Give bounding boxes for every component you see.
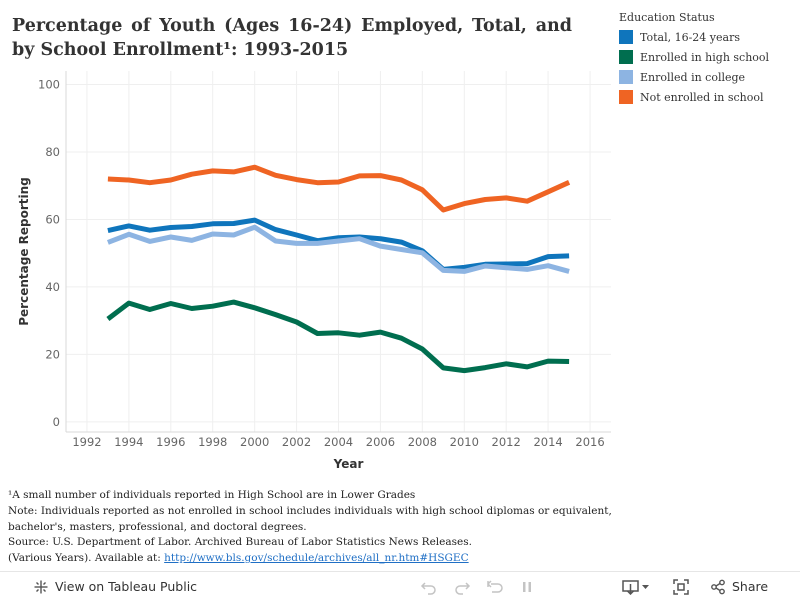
tableau-toolbar: View on Tableau Public <box>0 571 800 601</box>
undo-icon <box>420 581 436 595</box>
source-link[interactable]: http://www.bls.gov/schedule/archives/all… <box>164 552 469 565</box>
redo-icon <box>455 581 471 595</box>
legend: Education Status Total, 16-24 years Enro… <box>619 11 769 107</box>
legend-title: Education Status <box>619 11 715 24</box>
x-tick-label: 2016 <box>575 435 604 449</box>
source-availability: (Various Years). Available at: http://ww… <box>8 551 588 567</box>
download-button[interactable] <box>622 572 652 601</box>
legend-swatch <box>619 50 633 64</box>
view-on-tableau-public-button[interactable]: View on Tableau Public <box>33 572 197 601</box>
legend-item-college[interactable]: Enrolled in college <box>619 67 769 87</box>
x-tick-label: 2002 <box>282 435 311 449</box>
fullscreen-icon <box>673 578 689 595</box>
legend-label: Not enrolled in school <box>640 90 764 104</box>
source-note: Source: U.S. Department of Labor. Archiv… <box>8 536 472 549</box>
share-label: Share <box>732 579 769 594</box>
y-tick-label: 100 <box>38 77 60 91</box>
note-degrees: bachelor's, masters, professional, and d… <box>8 520 307 533</box>
chart-title: Percentage of Youth (Ages 16-24) Employe… <box>12 16 572 60</box>
x-tick-label: 1994 <box>114 435 143 449</box>
tableau-logo-icon <box>34 580 48 593</box>
revert-icon <box>487 579 503 593</box>
x-tick-label: 1998 <box>198 435 227 449</box>
legend-label: Enrolled in college <box>640 70 746 84</box>
legend-swatch <box>619 70 633 84</box>
legend-item-high-school[interactable]: Enrolled in high school <box>619 47 769 67</box>
note-not-enrolled: Note: Individuals reported as not enroll… <box>8 504 612 517</box>
pause-button[interactable] <box>519 572 535 601</box>
legend-item-total[interactable]: Total, 16-24 years <box>619 27 769 47</box>
footnote-lower-grades: ¹A small number of individuals reported … <box>8 489 416 501</box>
line-chart: 1992 1994 1996 1998 2000 2002 2004 2006 2008 2010… <box>17 71 611 471</box>
y-tick-label: 20 <box>45 347 60 361</box>
revert-button[interactable] <box>486 572 504 601</box>
view-on-tableau-label: View on Tableau Public <box>55 579 198 594</box>
fullscreen-button[interactable] <box>673 572 689 601</box>
footnotes: ¹A small number of individuals reported … <box>8 488 612 567</box>
series-line-enrolled-in-college <box>107 224 570 274</box>
download-icon <box>622 579 649 595</box>
x-tick-label: 2010 <box>450 435 479 449</box>
y-axis-title: Percentage Reporting <box>17 177 31 326</box>
x-tick-label: 2000 <box>240 435 269 449</box>
x-tick-label: 2008 <box>408 435 437 449</box>
legend-swatch <box>619 90 633 104</box>
legend-label: Enrolled in high school <box>640 50 770 64</box>
y-tick-label: 0 <box>53 415 60 429</box>
x-tick-label: 2006 <box>366 435 395 449</box>
y-tick-label: 40 <box>45 280 60 294</box>
series-line-not-enrolled-in-school <box>107 164 571 213</box>
y-tick-label: 60 <box>45 212 60 226</box>
share-button[interactable]: Share <box>710 572 768 601</box>
legend-label: Total, 16-24 years <box>640 30 740 44</box>
x-tick-label: 2012 <box>492 435 521 449</box>
share-icon <box>711 579 725 594</box>
legend-swatch <box>619 30 633 44</box>
series-line-enrolled-in-high-school <box>106 299 570 374</box>
legend-item-not-enrolled[interactable]: Not enrolled in school <box>619 87 769 107</box>
pause-icon <box>523 581 531 592</box>
y-tick-label: 80 <box>45 145 60 159</box>
availability-text: (Various Years). Available at: <box>8 552 165 565</box>
x-tick-label: 1996 <box>156 435 185 449</box>
x-tick-label: 1992 <box>72 435 101 449</box>
x-tick-label: 2014 <box>533 435 562 449</box>
x-tick-label: 2004 <box>324 435 353 449</box>
redo-button[interactable] <box>453 572 471 601</box>
x-axis-title: Year <box>333 457 364 471</box>
undo-button[interactable] <box>420 572 438 601</box>
